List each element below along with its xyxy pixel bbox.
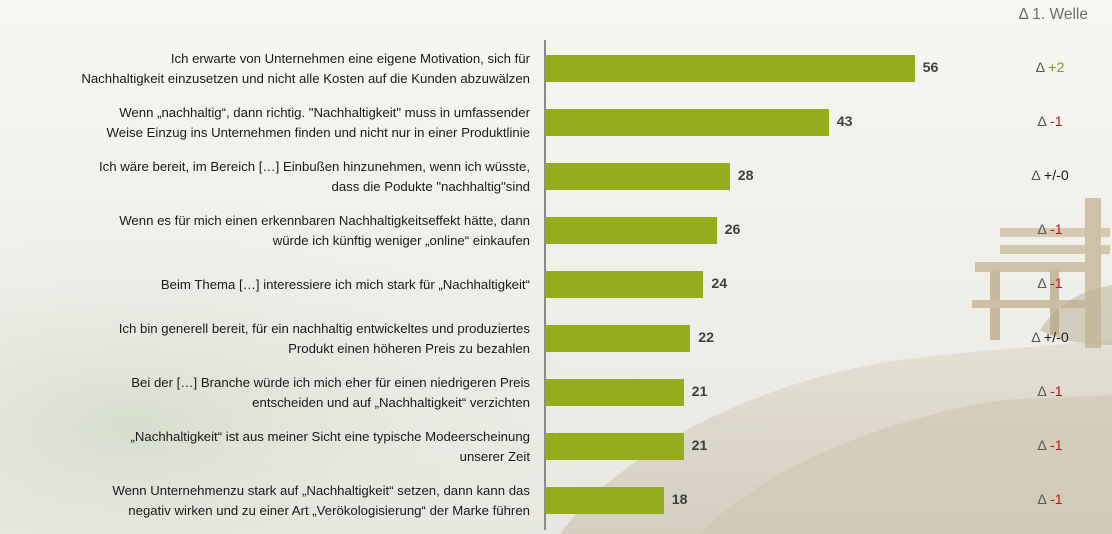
delta-value: Δ +/-0 (990, 163, 1110, 190)
delta-value: Δ -1 (990, 109, 1110, 136)
bar-value-label: 56 (922, 60, 939, 76)
category-label-line: Wenn „nachhaltig“, dann richtig. "Nachha… (119, 105, 530, 120)
category-label-line: entscheiden und auf „Nachhaltigkeit“ ver… (252, 394, 530, 410)
category-label-line: Ich bin generell bereit, für ein nachhal… (118, 321, 530, 336)
category-label-line: Wenn es für mich einen erkennbaren Nachh… (119, 213, 530, 228)
category-label-line: Bei der […] Branche würde ich mich eher … (131, 375, 530, 390)
delta-symbol: Δ (1037, 114, 1047, 130)
bar (545, 217, 717, 244)
bar (545, 163, 730, 190)
delta-symbol: Δ (1037, 384, 1047, 400)
category-label: Beim Thema […] interessiere ich mich sta… (20, 275, 530, 295)
bar (545, 109, 829, 136)
category-label: „Nachhaltigkeit“ ist aus meiner Sicht ei… (20, 427, 531, 466)
category-label: Ich wäre bereit, im Bereich […] Einbußen… (20, 157, 530, 196)
bar (545, 55, 915, 82)
category-label-line: Nachhaltigkeit einzusetzen und nicht all… (81, 70, 530, 86)
bar-value-label: 21 (691, 438, 708, 454)
category-label-line: dass die Podukte "nachhaltig"sind (331, 178, 530, 194)
delta-value: Δ -1 (990, 271, 1110, 298)
delta-symbol: Δ (1037, 222, 1047, 238)
bar-value-label: 24 (711, 276, 728, 292)
bar (545, 325, 691, 352)
category-label-line: Beim Thema […] interessiere ich mich sta… (160, 276, 530, 292)
category-label: Wenn „nachhaltig“, dann richtig. "Nachha… (20, 103, 530, 142)
category-label-line: negativ wirken und zu einer Art „Verökol… (128, 502, 530, 518)
category-label-line: Produkt einen höheren Preis zu bezahlen (288, 340, 530, 356)
category-label-line: unserer Zeit (459, 448, 530, 464)
bar-value-label: 43 (836, 114, 853, 130)
delta-number: +/-0 (1043, 330, 1069, 346)
category-label-line: „Nachhaltigkeit“ ist aus meiner Sicht ei… (130, 429, 531, 444)
bar (545, 379, 684, 406)
delta-number: +/-0 (1043, 168, 1069, 184)
delta-symbol: Δ (1037, 438, 1047, 454)
delta-symbol: Δ (1031, 330, 1040, 346)
bar-value-label: 22 (698, 330, 714, 346)
category-label-line: würde ich künftig weniger „online“ einka… (272, 232, 530, 248)
bar (545, 433, 684, 460)
bar-value-label: 21 (691, 384, 708, 400)
delta-symbol: Δ (1035, 60, 1045, 76)
category-axis-line (544, 40, 546, 530)
delta-number: +2 (1048, 60, 1065, 76)
category-label: Ich erwarte von Unternehmen eine eigene … (20, 49, 530, 88)
bar (545, 487, 664, 514)
category-label-line: Weise Einzug ins Unternehmen finden und … (106, 124, 530, 140)
category-label-line: Ich wäre bereit, im Bereich […] Einbußen… (98, 159, 530, 174)
delta-value: Δ +2 (990, 55, 1110, 82)
bar-value-label: 28 (737, 168, 754, 184)
delta-value: Δ -1 (990, 433, 1110, 460)
category-label: Bei der […] Branche würde ich mich eher … (20, 373, 530, 412)
bar-value-label: 18 (671, 492, 688, 508)
delta-symbol: Δ (1037, 276, 1047, 292)
delta-symbol: Δ (1031, 168, 1040, 184)
bar-value-label: 26 (724, 222, 741, 238)
delta-value: Δ -1 (990, 379, 1110, 406)
delta-number: -1 (1050, 276, 1063, 292)
delta-symbol: Δ (1037, 492, 1047, 508)
delta-number: -1 (1050, 222, 1063, 238)
delta-value: Δ -1 (990, 217, 1110, 244)
category-label: Ich bin generell bereit, für ein nachhal… (20, 319, 530, 358)
delta-number: -1 (1050, 492, 1063, 508)
category-label-line: Ich erwarte von Unternehmen eine eigene … (170, 51, 530, 66)
category-label-line: Wenn Unternehmenzu stark auf „Nachhaltig… (112, 483, 530, 498)
delta-number: -1 (1050, 438, 1063, 454)
delta-value: Δ +/-0 (990, 325, 1110, 352)
delta-number: -1 (1050, 114, 1063, 130)
category-label: Wenn es für mich einen erkennbaren Nachh… (20, 211, 530, 250)
delta-value: Δ -1 (990, 487, 1110, 514)
delta-column-title: Δ 1. Welle (1018, 6, 1088, 23)
bar (545, 271, 704, 298)
category-label: Wenn Unternehmenzu stark auf „Nachhaltig… (20, 481, 530, 520)
delta-number: -1 (1050, 384, 1063, 400)
